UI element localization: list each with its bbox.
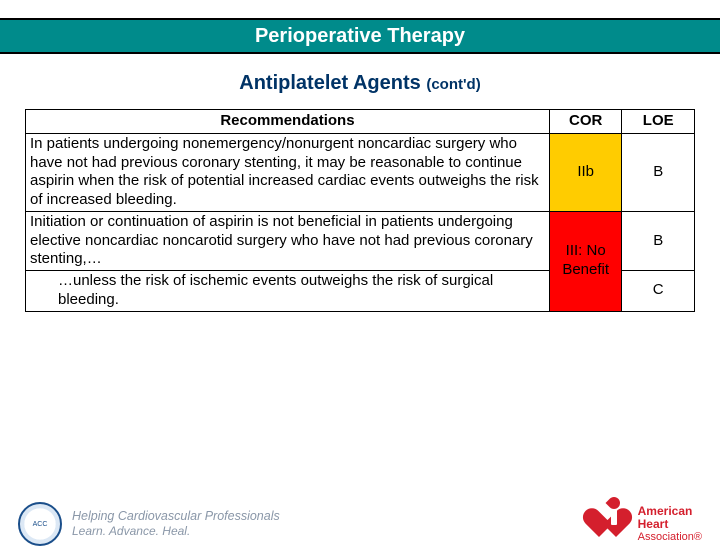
table-row: Initiation or continuation of aspirin is… [26, 211, 695, 270]
col-header-rec: Recommendations [26, 110, 550, 134]
aha-line3: Association® [638, 531, 702, 543]
table-row: In patients undergoing nonemergency/nonu… [26, 133, 695, 211]
aha-line2: Heart [638, 518, 702, 531]
rec-cell: …unless the risk of ischemic events outw… [26, 271, 550, 312]
heart-icon [598, 509, 632, 539]
subtitle: Antiplatelet Agents (cont'd) [0, 72, 720, 95]
subtitle-main: Antiplatelet Agents [239, 72, 426, 94]
loe-cell: C [622, 271, 695, 312]
loe-cell: B [622, 133, 695, 211]
cor-cell: IIb [549, 133, 622, 211]
cor-cell: III: No Benefit [549, 211, 622, 311]
tagline-line1: Helping Cardiovascular Professionals [72, 509, 280, 525]
page-title: Perioperative Therapy [255, 25, 465, 48]
footer: ACC Helping Cardiovascular Professionals… [0, 502, 720, 546]
header-band: Perioperative Therapy [0, 18, 720, 54]
col-header-cor: COR [549, 110, 622, 134]
rec-cell: Initiation or continuation of aspirin is… [26, 211, 550, 270]
col-header-loe: LOE [622, 110, 695, 134]
aha-text-block: American Heart Association® [638, 505, 702, 542]
table-header-row: Recommendations COR LOE [26, 110, 695, 134]
tagline-line2: Learn. Advance. Heal. [72, 524, 280, 539]
aha-logo: American Heart Association® [598, 505, 702, 542]
recommendations-table: Recommendations COR LOE In patients unde… [25, 109, 695, 312]
loe-cell: B [622, 211, 695, 270]
acc-logo-icon: ACC [18, 502, 62, 546]
subtitle-cont: (cont'd) [426, 76, 480, 93]
footer-left: ACC Helping Cardiovascular Professionals… [18, 502, 280, 546]
rec-cell: In patients undergoing nonemergency/nonu… [26, 133, 550, 211]
rec-indent: …unless the risk of ischemic events outw… [30, 272, 545, 310]
tagline: Helping Cardiovascular Professionals Lea… [72, 509, 280, 540]
